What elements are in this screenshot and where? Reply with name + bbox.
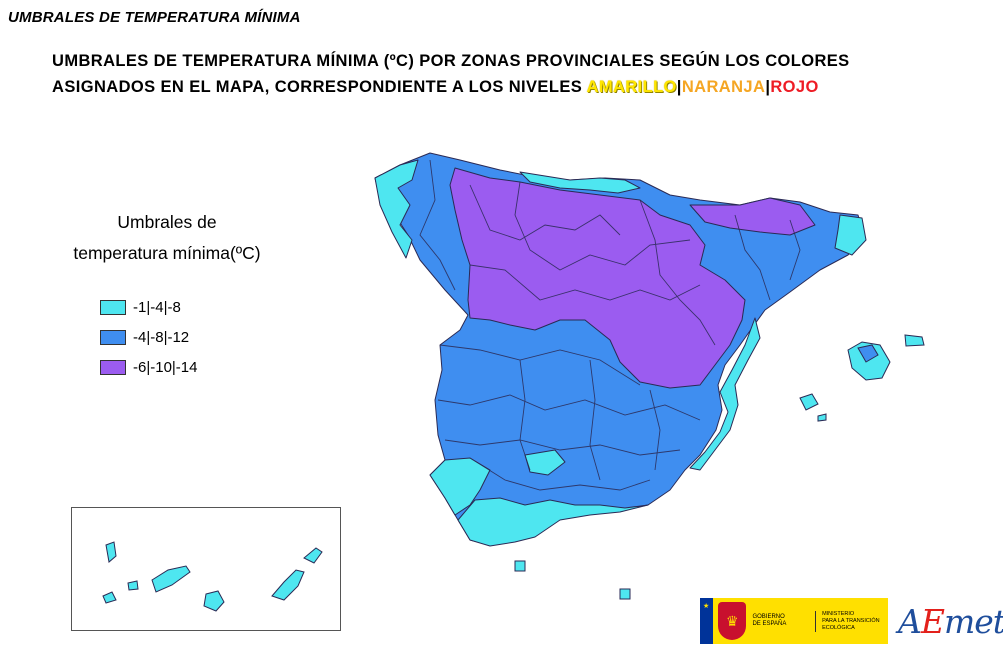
page-title: UMBRALES DE TEMPERATURA MÍNIMA	[8, 9, 301, 26]
zone-border	[589, 359, 601, 481]
zone-border	[789, 219, 801, 281]
zone-border	[514, 181, 691, 271]
zone-cyan-andalusia-coast	[457, 497, 649, 547]
gov-text: GOBIERNO DE ESPAÑA	[752, 614, 807, 628]
level-orange-label: NARANJA	[681, 78, 766, 96]
aemet-logo: AEmet	[898, 602, 1003, 641]
legend-item-cyan: -1|-4|-8	[100, 292, 198, 322]
coat-of-arms-icon: ♛	[718, 602, 747, 640]
island-gran-canaria	[203, 590, 225, 612]
aemet-logo-a: A	[898, 602, 922, 641]
island-la-gomera	[127, 580, 139, 591]
ministry-text: MINISTERIO PARA LA TRANSICIÓN ECOLÓGICA	[815, 610, 888, 632]
zone-border	[519, 359, 531, 471]
melilla	[619, 588, 631, 600]
ceuta	[514, 560, 526, 572]
legend-label-blue: -4|-8|-12	[133, 328, 190, 346]
island-tenerife	[151, 565, 191, 593]
legend-swatch-blue	[100, 329, 126, 345]
zone-cyan-galicia	[374, 159, 419, 259]
gov-line-1: GOBIERNO	[752, 614, 785, 620]
zone-border	[444, 439, 681, 456]
legend-swatch-cyan	[100, 299, 126, 315]
subtitle-line-2-text: ASIGNADOS EN EL MAPA, CORRESPONDIENTE A …	[52, 78, 583, 96]
legend-label-cyan: -1|-4|-8	[133, 298, 181, 316]
zone-border	[469, 457, 651, 491]
zone-border	[469, 264, 701, 301]
eu-flag-icon	[700, 598, 714, 644]
level-red-label: ROJO	[770, 78, 819, 96]
zone-cyan-levante	[689, 317, 761, 471]
zone-border	[419, 159, 456, 291]
island-mallorca-inner	[857, 344, 879, 363]
subtitle-line-1: UMBRALES DE TEMPERATURA MÍNIMA (ºC) POR …	[52, 52, 850, 70]
subtitle-line-2: ASIGNADOS EN EL MAPA, CORRESPONDIENTE A …	[52, 74, 972, 100]
canary-islands-inset	[71, 507, 341, 631]
level-separator: |	[765, 78, 771, 96]
gov-line-2: DE ESPAÑA	[752, 621, 787, 627]
island-menorca	[904, 334, 925, 347]
zone-cyan-catalonia	[834, 214, 867, 256]
zone-cyan-guadalquivir	[524, 449, 566, 476]
map-legend: -1|-4|-8 -4|-8|-12 -6|-10|-14	[100, 292, 198, 382]
island-fuerteventura	[271, 569, 305, 601]
ministry-line-1: MINISTERIO	[822, 610, 855, 617]
legend-swatch-purple	[100, 359, 126, 375]
zone-border	[439, 344, 641, 386]
island-ibiza	[799, 393, 819, 411]
zone-border	[437, 394, 701, 421]
zone-cyan-cantabria	[519, 171, 641, 194]
zone-border	[639, 199, 716, 346]
legend-title-line-2: temperatura mínima(ºC)	[73, 243, 261, 263]
zone-border	[734, 214, 771, 301]
island-el-hierro	[102, 591, 117, 604]
island-lanzarote	[303, 547, 323, 564]
level-yellow-label: AMARILLO	[586, 78, 677, 96]
legend-label-purple: -6|-10|-14	[133, 358, 198, 376]
aemet-logo-e: E	[920, 602, 945, 641]
island-la-palma	[105, 541, 117, 563]
level-separator: |	[676, 78, 682, 96]
aemet-logo-rest: met	[943, 602, 1003, 641]
zone-purple-meseta	[449, 167, 746, 389]
legend-title-line-1: Umbrales de	[117, 212, 217, 232]
island-formentera	[817, 413, 827, 422]
ministry-line-2: PARA LA TRANSICIÓN ECOLÓGICA	[822, 617, 880, 631]
legend-title: Umbrales de temperatura mínima(ºC)	[52, 207, 282, 269]
zone-border	[469, 184, 621, 241]
zone-cyan-huelva	[429, 457, 491, 516]
zone-purple-pyrenees	[689, 197, 816, 236]
island-mallorca	[847, 341, 891, 381]
legend-item-blue: -4|-8|-12	[100, 322, 198, 352]
zone-border	[649, 389, 661, 471]
map-subtitle: UMBRALES DE TEMPERATURA MÍNIMA (ºC) POR …	[52, 48, 972, 100]
government-logo: ♛ GOBIERNO DE ESPAÑA MINISTERIO PARA LA …	[700, 598, 888, 644]
legend-item-purple: -6|-10|-14	[100, 352, 198, 382]
